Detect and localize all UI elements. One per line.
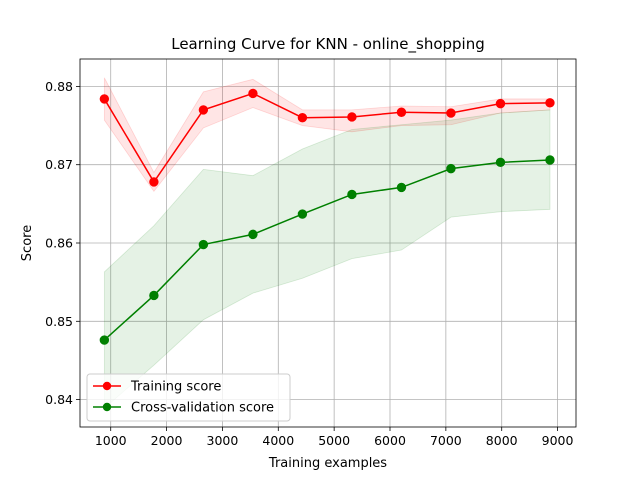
- x-tick-label: 5000: [318, 433, 350, 448]
- y-tick-label: 0.86: [45, 236, 73, 251]
- data-point: [297, 113, 308, 123]
- data-point: [545, 98, 555, 108]
- plot-content: [99, 77, 555, 410]
- series-line-0: [103, 92, 550, 184]
- x-tick-label: 7000: [430, 433, 462, 448]
- chart-title: Learning Curve for KNN - online_shopping: [171, 35, 485, 54]
- series-line-1: [103, 159, 551, 341]
- data-point: [396, 107, 407, 117]
- data-point: [495, 157, 506, 168]
- x-tick-label: 1000: [95, 433, 127, 448]
- x-tick-label: 9000: [542, 433, 574, 448]
- plot-area: 1000 2000 3000 4000 5000 6000 7000 8000 9000 0.84…: [45, 58, 577, 448]
- x-tick-label: 3000: [207, 433, 239, 448]
- data-point: [149, 290, 159, 301]
- y-tick-label: 0.87: [45, 157, 73, 172]
- data-point: [396, 182, 407, 193]
- legend-label-1: Cross-validation score: [131, 401, 274, 416]
- y-tick-label: 0.84: [45, 392, 73, 407]
- data-point: [446, 108, 456, 118]
- data-point: [149, 177, 159, 187]
- data-point: [248, 229, 258, 240]
- y-axis-label: Score: [20, 225, 35, 261]
- series-band-1: [103, 109, 551, 410]
- y-tick-label: 0.88: [45, 79, 73, 94]
- legend-label-0: Training score: [130, 380, 221, 395]
- x-axis-label: Training examples: [268, 456, 387, 471]
- data-point: [99, 94, 110, 104]
- data-point: [347, 112, 357, 122]
- data-point: [99, 335, 110, 345]
- data-point: [545, 155, 555, 165]
- data-point: [446, 163, 456, 174]
- data-point: [297, 209, 308, 219]
- data-point: [198, 105, 209, 115]
- x-tick-label: 4000: [262, 433, 294, 448]
- data-point: [495, 98, 506, 109]
- x-tick-label: 2000: [151, 433, 183, 448]
- x-tick-label: 8000: [486, 433, 518, 448]
- y-tick-label: 0.85: [45, 314, 73, 329]
- data-point: [248, 88, 258, 99]
- legend-marker-1: [102, 402, 112, 412]
- data-point: [347, 189, 357, 200]
- legend-box: [86, 373, 291, 422]
- legend-marker-0: [102, 381, 112, 391]
- legend: Training score Cross-validation score: [86, 373, 291, 422]
- x-tick-label: 6000: [374, 433, 406, 448]
- data-point: [198, 239, 209, 250]
